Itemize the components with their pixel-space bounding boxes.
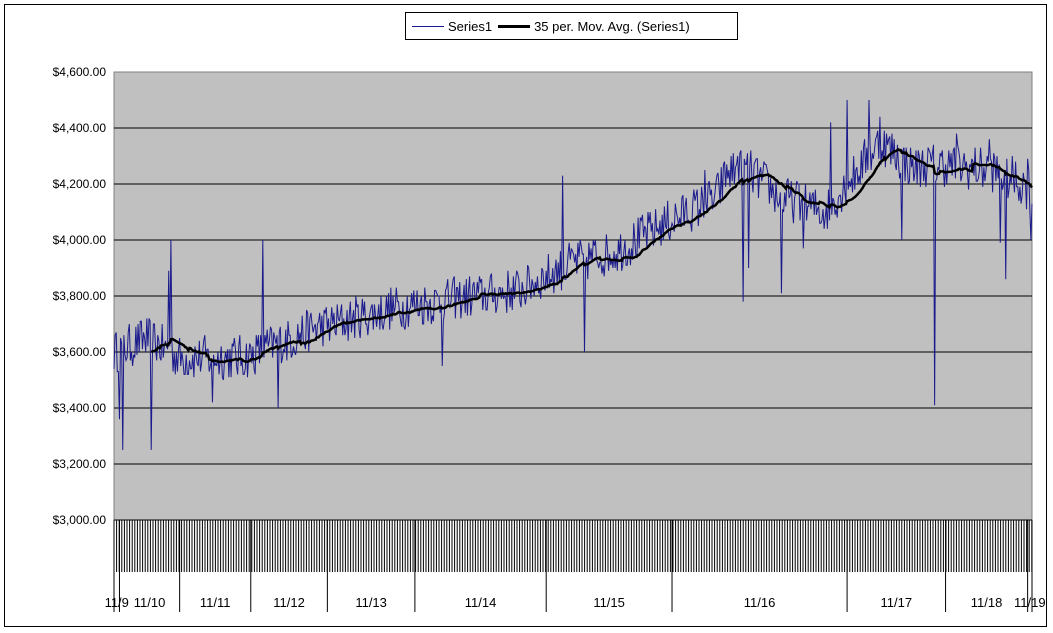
x-group-label: 11/12 [273,595,305,610]
series-1-line [113,99,1033,451]
x-group-label: 11/18 [971,595,1003,610]
y-tick-label: $3,600.00 [53,345,107,359]
x-group-label: 11/10 [134,595,166,610]
x-group-label: 11/14 [465,595,497,610]
x-group-label: 11/15 [593,595,625,610]
y-axis-ticks: $4,600.00 $4,400.00 $4,200.00 $4,000.00 $3,8… [53,65,107,527]
y-tick-label: $4,000.00 [53,233,107,247]
y-tick-label: $3,800.00 [53,289,107,303]
moving-average-line [150,147,1033,364]
legend-item-series-1: Series1 [412,19,492,34]
legend-item-moving-average: 35 per. Mov. Avg. (Series1) [498,19,690,34]
x-group-label: 11/13 [355,595,387,610]
x-group-label: 11/19 [1014,595,1046,610]
x-tick-band [113,520,1033,572]
x-group-label: 11/16 [744,595,776,610]
legend-swatch-series-1 [412,25,444,27]
y-tick-label: $3,200.00 [53,457,107,471]
y-tick-label: $4,400.00 [53,121,107,135]
x-group-label: 11/11 [200,595,231,610]
x-group-label: 11/9 [105,595,129,610]
legend-label-moving-average: 35 per. Mov. Avg. (Series1) [534,18,690,34]
x-group-label: 11/17 [881,595,913,610]
x-axis: 11/9 11/10 11/11 11/12 11/13 11/14 11/15 11/16 1… [105,519,1046,612]
y-tick-label: $3,000.00 [53,513,107,527]
y-tick-label: $4,600.00 [53,65,107,79]
legend-label-series-1: Series1 [448,18,493,34]
legend-swatch-moving-average [498,24,531,28]
y-tick-label: $3,400.00 [53,401,107,415]
legend: Series1 35 per. Mov. Avg. (Series1) [405,12,738,40]
y-tick-label: $4,200.00 [53,177,107,191]
